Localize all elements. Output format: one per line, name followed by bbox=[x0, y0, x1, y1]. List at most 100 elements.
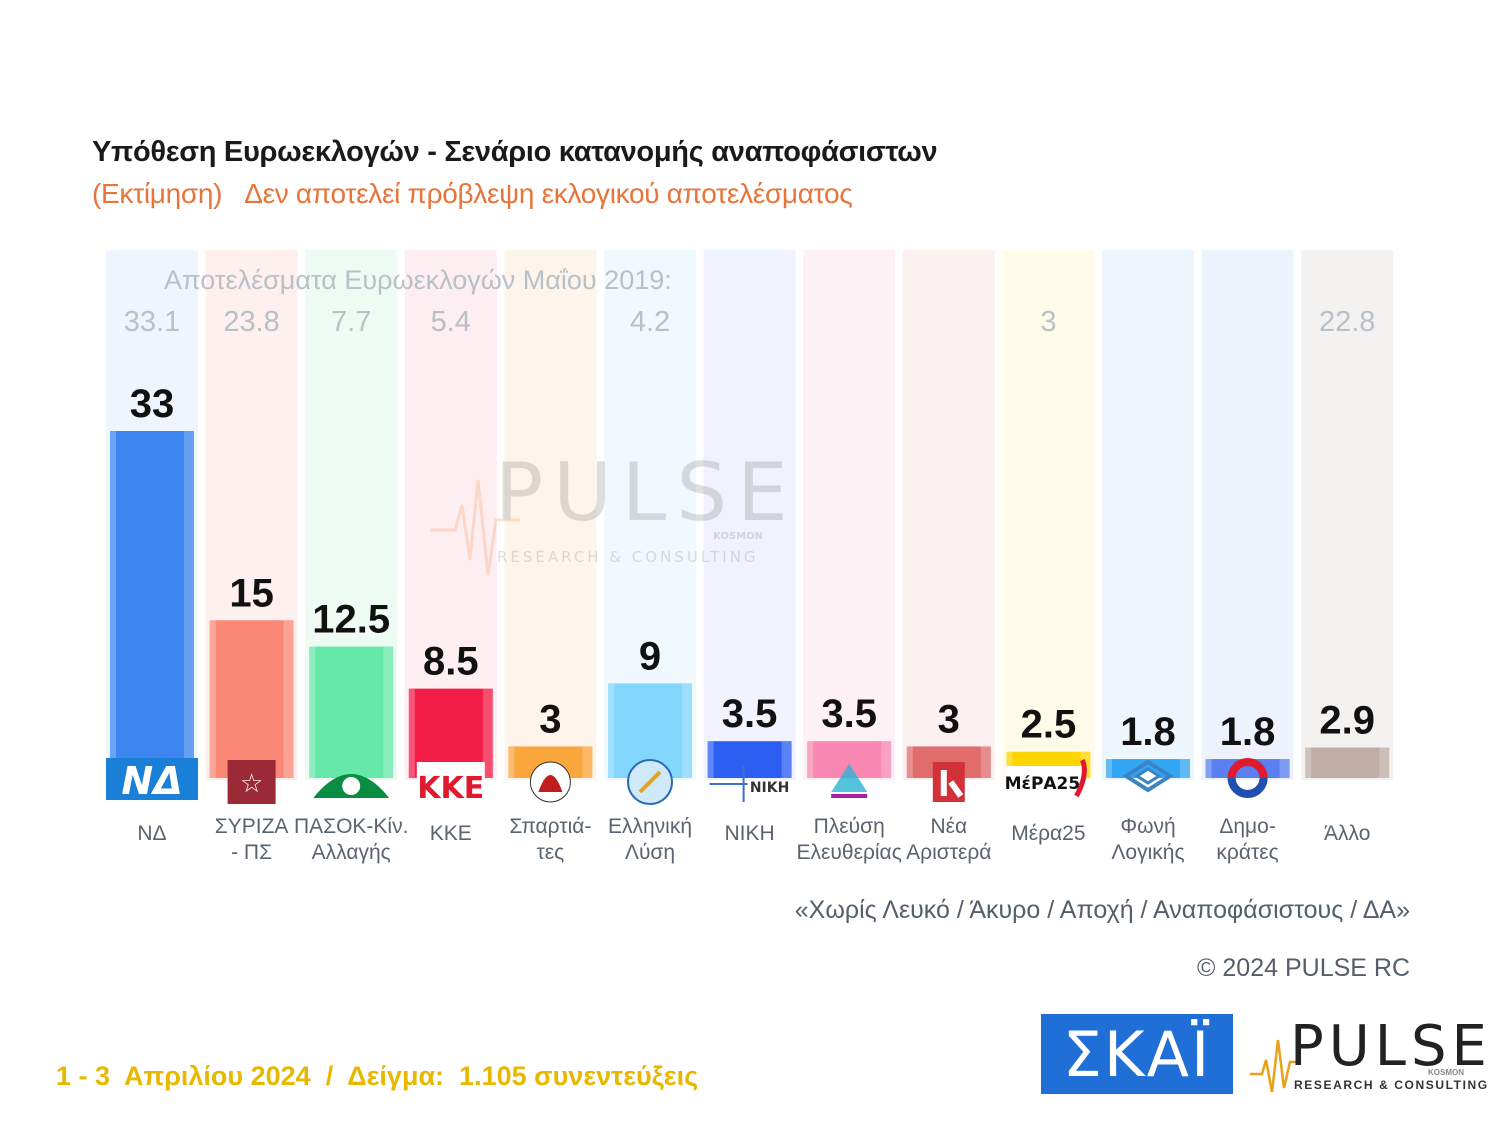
fieldwork-info: 1 - 3 Απριλίου 2024 / Δείγμα: 1.105 συνε… bbox=[56, 1061, 699, 1091]
value-label: 9 bbox=[639, 634, 661, 678]
bar bbox=[209, 620, 294, 778]
previous-value: 4.2 bbox=[630, 306, 670, 338]
category-label: ΝΔ bbox=[137, 822, 166, 845]
bar-highlight-right bbox=[482, 688, 493, 778]
bar-highlight-left bbox=[408, 688, 415, 778]
bar-highlight-left bbox=[906, 746, 913, 778]
bar bbox=[110, 431, 194, 778]
previous-results-label: Αποτελέσματα Ευρωεκλογών Μαΐου 2019: bbox=[164, 265, 672, 295]
bar-highlight-left bbox=[707, 741, 714, 778]
category-label: Λογικής bbox=[1111, 841, 1184, 864]
previous-value: 23.8 bbox=[223, 306, 279, 338]
spartiates-logo bbox=[529, 761, 571, 803]
pasok-logo bbox=[313, 774, 390, 798]
copyright: © 2024 PULSE RC bbox=[1197, 954, 1410, 982]
bar-0 bbox=[110, 431, 194, 778]
value-label: 3.5 bbox=[722, 692, 778, 736]
footnote: «Χωρίς Λευκό / Άκυρο / Αποχή / Αναποφάσι… bbox=[794, 896, 1410, 924]
category-label: Σπαρτιά- bbox=[509, 815, 591, 838]
pulse-logo-word: PULSE bbox=[1290, 1014, 1492, 1079]
category-label: - ΠΣ bbox=[231, 841, 272, 864]
previous-results: 33.1 23.8 7.7 5.4 4.2 3 22.8 bbox=[124, 306, 1376, 338]
svg-text:ΝΔ: ΝΔ bbox=[121, 759, 182, 803]
bar-highlight-right bbox=[283, 620, 294, 778]
nd-logo: ΝΔ bbox=[106, 758, 198, 803]
syriza-logo: ☆ bbox=[227, 760, 276, 804]
skai-logo: ΣΚΑΪ bbox=[1041, 1014, 1233, 1094]
pulse-wave-icon bbox=[1250, 1039, 1298, 1093]
pulse-logo-tagline: RESEARCH & CONSULTING bbox=[1294, 1078, 1489, 1092]
niki-logo: ΝΙΚΗ bbox=[709, 766, 790, 802]
nea-aristera-logo bbox=[932, 762, 965, 802]
category-label: ΠΑΣΟΚ-Κίν. bbox=[294, 815, 409, 838]
foni-logikis-logo bbox=[1122, 759, 1174, 793]
pulse-logo-kosmon: KOSMON bbox=[1428, 1068, 1464, 1077]
subtitle-estimate: (Εκτίμηση) bbox=[92, 178, 223, 209]
bar-highlight-left bbox=[1305, 747, 1312, 778]
bar-highlight-left bbox=[209, 620, 216, 778]
dimokrates-logo bbox=[1227, 758, 1268, 798]
previous-value: 5.4 bbox=[431, 306, 471, 338]
svg-text:ΚΚΕ: ΚΚΕ bbox=[417, 771, 484, 806]
value-label: 12.5 bbox=[312, 598, 390, 642]
category-label: τες bbox=[537, 841, 565, 864]
column-tint bbox=[1002, 250, 1095, 780]
pulse-logo: PULSE KOSMON RESEARCH & CONSULTING bbox=[1248, 1012, 1487, 1098]
value-label: 33 bbox=[130, 382, 175, 426]
bar-highlight-right bbox=[881, 741, 892, 778]
bar-1 bbox=[209, 620, 294, 778]
bar-highlight-right bbox=[582, 746, 593, 778]
previous-value: 33.1 bbox=[124, 306, 180, 338]
mera25-logo: ΜέΡΑ25 bbox=[1004, 759, 1087, 798]
column-tint bbox=[1301, 250, 1394, 780]
plefsi-logo bbox=[831, 764, 868, 798]
bar bbox=[309, 646, 394, 778]
column-tint bbox=[504, 250, 597, 780]
pulse-watermark: PULSE KOSMON RESEARCH & CONSULTING bbox=[430, 446, 798, 576]
category-label: Φωνή bbox=[1120, 815, 1175, 838]
category-label: Πλεύση bbox=[814, 815, 885, 838]
category-label: Ελληνική bbox=[608, 815, 692, 838]
previous-value: 7.7 bbox=[331, 306, 371, 338]
category-label: Μέρα25 bbox=[1011, 822, 1085, 845]
value-labels: 33 15 12.5 8.5 3 9 3.5 3.5 3 2.5 1.8 1.8 2.9 bbox=[130, 382, 1375, 754]
bar-highlight-right bbox=[184, 431, 194, 778]
value-label: 3 bbox=[938, 697, 960, 741]
bar bbox=[1305, 747, 1390, 778]
value-label: 1.8 bbox=[1220, 710, 1276, 754]
bar-chart: PULSE KOSMON RESEARCH & CONSULTING Αποτε… bbox=[106, 250, 1394, 864]
value-label: 8.5 bbox=[423, 640, 479, 684]
bar-11 bbox=[1205, 759, 1290, 778]
bar bbox=[1205, 759, 1290, 778]
bar-highlight-right bbox=[682, 683, 692, 778]
bar bbox=[707, 741, 792, 778]
svg-text:☆: ☆ bbox=[240, 768, 263, 798]
bar-highlight-right bbox=[1379, 747, 1390, 778]
bar-highlight-right bbox=[781, 741, 792, 778]
column-tint bbox=[902, 250, 995, 780]
value-label: 2.9 bbox=[1319, 699, 1375, 743]
value-label: 3 bbox=[539, 697, 561, 741]
category-label: κράτες bbox=[1216, 841, 1278, 864]
bar-highlight-left bbox=[1205, 759, 1212, 778]
kke-logo: ΚΚΕ bbox=[416, 762, 485, 806]
category-label: Δημο- bbox=[1219, 815, 1275, 838]
category-label: Λύση bbox=[625, 841, 675, 864]
svg-text:ΝΙΚΗ: ΝΙΚΗ bbox=[750, 780, 790, 796]
bar-highlight-left bbox=[1006, 751, 1013, 778]
category-label: ΝΙΚΗ bbox=[725, 822, 775, 845]
category-labels: ΝΔ ΣΥΡΙΖΑ - ΠΣ ΠΑΣΟΚ-Κίν. Αλλαγής ΚΚΕ Σπαρτιά-… bbox=[137, 815, 1370, 864]
watermark-word: PULSE bbox=[495, 446, 798, 539]
subtitle-disclaimer: Δεν αποτελεί πρόβλεψη εκλογικού αποτελέσ… bbox=[244, 178, 853, 209]
bar-highlight-right bbox=[1279, 759, 1290, 778]
bar-highlight-left bbox=[508, 746, 515, 778]
column-tint bbox=[803, 250, 896, 780]
value-label: 3.5 bbox=[821, 692, 877, 736]
bar-2 bbox=[309, 646, 394, 778]
bar-highlight-right bbox=[980, 746, 991, 778]
column-tint bbox=[1201, 250, 1294, 780]
svg-text:ΜέΡΑ25: ΜέΡΑ25 bbox=[1005, 774, 1081, 794]
category-label: Ελευθερίας bbox=[797, 841, 902, 864]
bar-highlight-left bbox=[309, 646, 316, 778]
bar-highlight-right bbox=[383, 646, 394, 778]
